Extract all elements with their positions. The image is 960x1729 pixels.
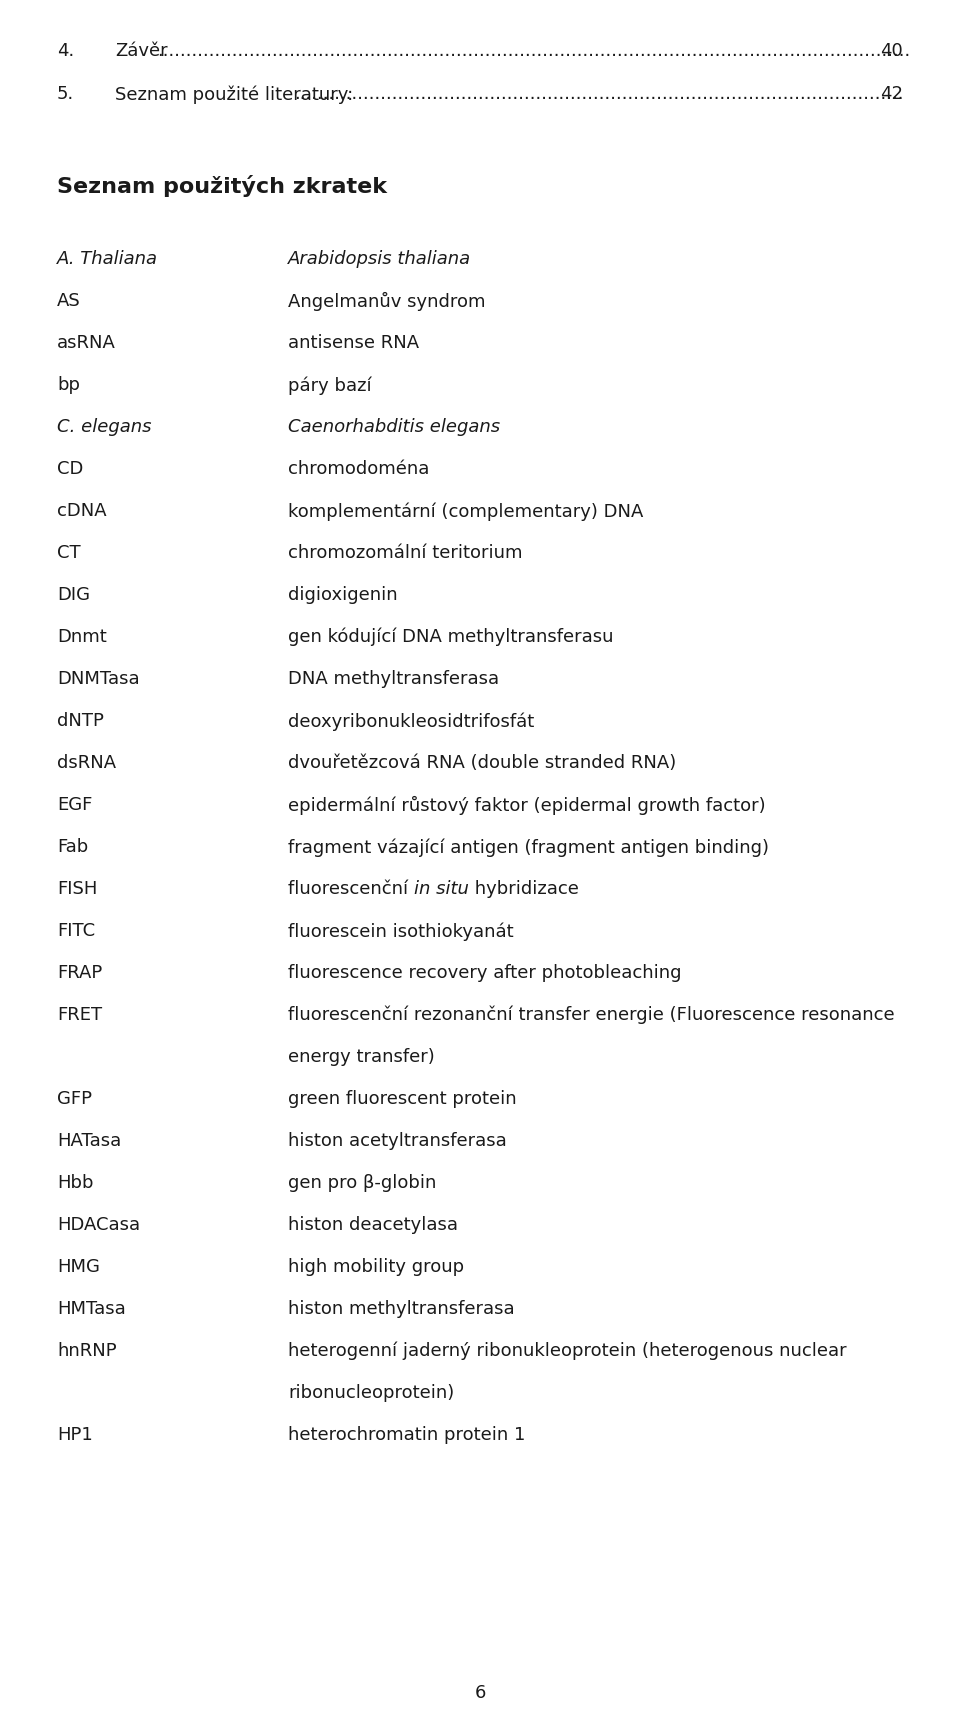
- Text: páry bazí: páry bazí: [288, 375, 372, 394]
- Text: Dnmt: Dnmt: [57, 628, 107, 647]
- Text: 6: 6: [474, 1684, 486, 1701]
- Text: Arabidopsis thaliana: Arabidopsis thaliana: [288, 251, 471, 268]
- Text: fluorescence recovery after photobleaching: fluorescence recovery after photobleachi…: [288, 965, 682, 982]
- Text: Seznam použité literatury:: Seznam použité literatury:: [115, 85, 353, 104]
- Text: CT: CT: [57, 545, 81, 562]
- Text: hybridizace: hybridizace: [468, 880, 579, 897]
- Text: fluorescenční rezonanční transfer energie (Fluorescence resonance: fluorescenční rezonanční transfer energi…: [288, 1006, 895, 1025]
- Text: histon acetyltransferasa: histon acetyltransferasa: [288, 1132, 507, 1150]
- Text: DNA methyltransferasa: DNA methyltransferasa: [288, 671, 499, 688]
- Text: histon deacetylasa: histon deacetylasa: [288, 1215, 458, 1235]
- Text: komplementární (complementary) DNA: komplementární (complementary) DNA: [288, 501, 643, 520]
- Text: cDNA: cDNA: [57, 501, 107, 520]
- Text: HATasa: HATasa: [57, 1132, 121, 1150]
- Text: asRNA: asRNA: [57, 334, 116, 353]
- Text: Angelmanův syndrom: Angelmanův syndrom: [288, 292, 486, 311]
- Text: Caenorhabditis elegans: Caenorhabditis elegans: [288, 418, 500, 436]
- Text: heterochromatin protein 1: heterochromatin protein 1: [288, 1426, 525, 1444]
- Text: dNTP: dNTP: [57, 712, 104, 730]
- Text: in situ: in situ: [414, 880, 468, 897]
- Text: HMTasa: HMTasa: [57, 1300, 126, 1317]
- Text: gen kódující DNA methyltransferasu: gen kódující DNA methyltransferasu: [288, 628, 613, 647]
- Text: Závěr: Závěr: [115, 41, 168, 61]
- Text: HP1: HP1: [57, 1426, 93, 1444]
- Text: bp: bp: [57, 375, 80, 394]
- Text: Seznam použitých zkratek: Seznam použitých zkratek: [57, 175, 387, 197]
- Text: CD: CD: [57, 460, 84, 477]
- Text: A. Thaliana: A. Thaliana: [57, 251, 158, 268]
- Text: dsRNA: dsRNA: [57, 754, 116, 773]
- Text: HMG: HMG: [57, 1259, 100, 1276]
- Text: chromozomální teritorium: chromozomální teritorium: [288, 545, 522, 562]
- Text: ................................................................................: ........................................…: [157, 41, 911, 61]
- Text: Fab: Fab: [57, 839, 88, 856]
- Text: ribonucleoprotein): ribonucleoprotein): [288, 1383, 454, 1402]
- Text: antisense RNA: antisense RNA: [288, 334, 420, 353]
- Text: fragment vázající antigen (fragment antigen binding): fragment vázající antigen (fragment anti…: [288, 839, 769, 856]
- Text: FRET: FRET: [57, 1006, 102, 1024]
- Text: FRAP: FRAP: [57, 965, 103, 982]
- Text: 40: 40: [880, 41, 903, 61]
- Text: 4.: 4.: [57, 41, 74, 61]
- Text: energy transfer): energy transfer): [288, 1048, 435, 1067]
- Text: Hbb: Hbb: [57, 1174, 93, 1191]
- Text: fluorescenční: fluorescenční: [288, 880, 414, 897]
- Text: fluorescein isothiokyanát: fluorescein isothiokyanát: [288, 922, 514, 941]
- Text: digioxigenin: digioxigenin: [288, 586, 397, 603]
- Text: DNMTasa: DNMTasa: [57, 671, 139, 688]
- Text: histon methyltransferasa: histon methyltransferasa: [288, 1300, 515, 1317]
- Text: C. elegans: C. elegans: [57, 418, 152, 436]
- Text: HDACasa: HDACasa: [57, 1215, 140, 1235]
- Text: high mobility group: high mobility group: [288, 1259, 464, 1276]
- Text: FISH: FISH: [57, 880, 97, 897]
- Text: epidermální růstový faktor (epidermal growth factor): epidermální růstový faktor (epidermal gr…: [288, 795, 766, 814]
- Text: 42: 42: [880, 85, 903, 104]
- Text: deoxyribonukleosidtrifosfát: deoxyribonukleosidtrifosfát: [288, 712, 535, 730]
- Text: GFP: GFP: [57, 1089, 92, 1108]
- Text: heterogenní jaderný ribonukleoprotein (heterogenous nuclear: heterogenní jaderný ribonukleoprotein (h…: [288, 1342, 847, 1361]
- Text: green fluorescent protein: green fluorescent protein: [288, 1089, 516, 1108]
- Text: hnRNP: hnRNP: [57, 1342, 116, 1361]
- Text: AS: AS: [57, 292, 81, 309]
- Text: gen pro β-globin: gen pro β-globin: [288, 1174, 437, 1191]
- Text: chromodoména: chromodoména: [288, 460, 429, 477]
- Text: FITC: FITC: [57, 922, 95, 941]
- Text: 5.: 5.: [57, 85, 74, 104]
- Text: dvouřetězcová RNA (double stranded RNA): dvouřetězcová RNA (double stranded RNA): [288, 754, 676, 773]
- Text: DIG: DIG: [57, 586, 90, 603]
- Text: EGF: EGF: [57, 795, 92, 814]
- Text: ................................................................................: ........................................…: [294, 85, 903, 104]
